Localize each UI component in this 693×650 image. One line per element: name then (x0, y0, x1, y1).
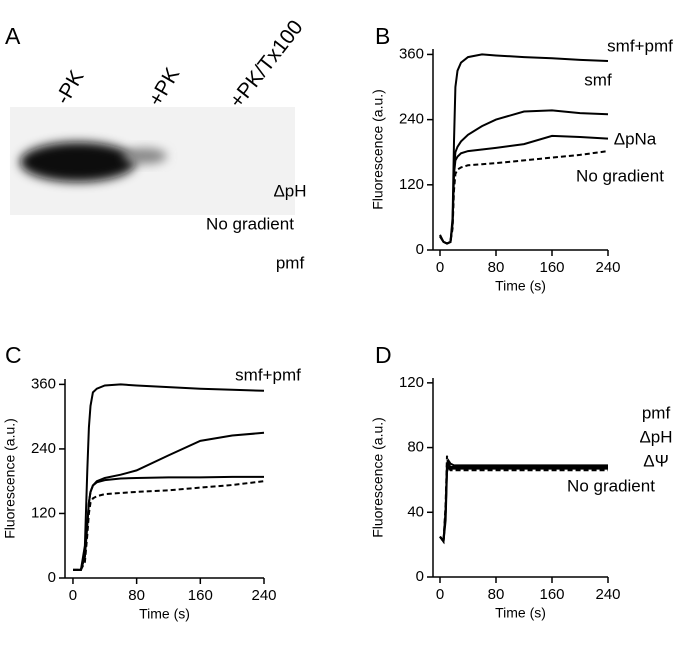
series-line (439, 150, 609, 245)
panel-label: C (5, 342, 22, 368)
series-line (73, 480, 265, 571)
series-line (439, 134, 609, 245)
x-tick-label: 80 (128, 587, 145, 604)
series-line (439, 461, 608, 545)
x-tick-label: 0 (69, 587, 77, 604)
y-tick-label: 120 (399, 374, 424, 391)
x-tick-label: 80 (488, 259, 505, 276)
series-line (73, 383, 265, 571)
x-axis-label: Time (s) (495, 278, 546, 294)
panel-label: B (375, 23, 390, 49)
blot-band (20, 142, 136, 182)
x-axis-label: Time (s) (495, 605, 546, 621)
series-line (73, 475, 264, 571)
series-label: ΔΨ (643, 451, 669, 470)
series-label: No gradient (206, 214, 294, 233)
x-tick-label: 240 (595, 586, 620, 603)
x-tick-label: 80 (488, 586, 505, 603)
x-tick-label: 160 (539, 259, 564, 276)
y-tick-label: 240 (31, 440, 56, 457)
series-line (73, 431, 265, 571)
series-line (439, 53, 609, 245)
y-tick-label: 360 (399, 45, 424, 62)
y-axis-label: Fluorescence (a.u.) (2, 418, 18, 539)
x-tick-label: 160 (188, 587, 213, 604)
y-tick-label: 40 (407, 503, 424, 520)
series-label: No gradient (567, 476, 655, 495)
panel-label: D (375, 342, 392, 368)
series-label: smf (584, 70, 612, 89)
x-axis-label: Time (s) (139, 606, 190, 622)
y-tick-label: 0 (48, 569, 56, 586)
x-tick-label: 0 (436, 586, 444, 603)
y-tick-label: 360 (31, 375, 56, 392)
series-line (439, 458, 608, 545)
x-tick-label: 0 (436, 259, 444, 276)
series-label: smf+pmf (607, 36, 673, 55)
y-axis-label: Fluorescence (a.u.) (370, 417, 386, 538)
series-label: No gradient (576, 166, 664, 185)
y-tick-label: 80 (407, 439, 424, 456)
panel-label: A (5, 23, 21, 49)
series-line (439, 455, 608, 545)
blot-band (123, 148, 167, 164)
lane-label: +PK/Tx100 (225, 16, 307, 112)
series-label: smf+pmf (235, 365, 301, 384)
y-tick-label: 240 (399, 111, 424, 128)
y-tick-label: 0 (416, 568, 424, 585)
y-tick-label: 120 (399, 176, 424, 193)
series-label: ΔpNa (614, 129, 657, 148)
series-label: pmf (276, 253, 305, 272)
lane-label: +PK (144, 64, 184, 110)
series-label: ΔpH (639, 427, 672, 446)
y-axis-label: Fluorescence (a.u.) (370, 89, 386, 210)
y-tick-label: 120 (31, 504, 56, 521)
x-tick-label: 160 (539, 586, 564, 603)
x-tick-label: 240 (251, 587, 276, 604)
x-tick-label: 240 (595, 259, 620, 276)
y-tick-label: 0 (416, 241, 424, 258)
series-label: ΔpH (273, 181, 306, 200)
lane-label: -PK (51, 66, 88, 108)
series-label: pmf (642, 403, 671, 422)
